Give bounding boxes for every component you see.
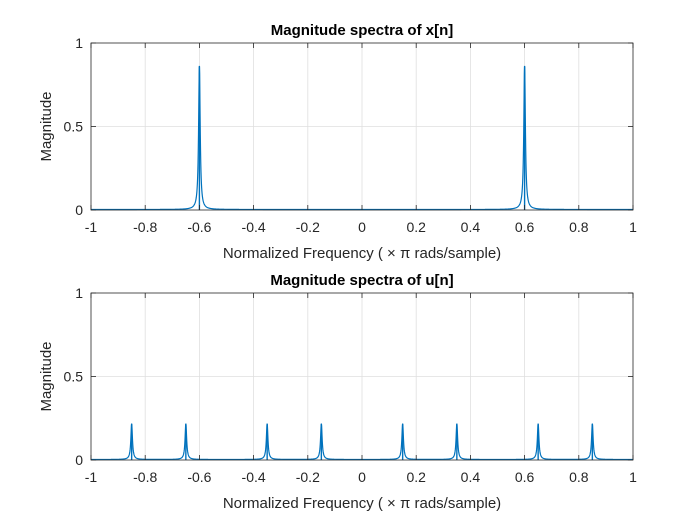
chart-title: Magnitude spectra of x[n] bbox=[271, 22, 454, 39]
y-axis-label: Magnitude bbox=[38, 341, 55, 411]
y-tick-label: 1 bbox=[75, 35, 83, 51]
chart-title: Magnitude spectra of u[n] bbox=[270, 272, 453, 289]
y-tick-label: 0.5 bbox=[64, 119, 84, 135]
x-tick-label: 0.6 bbox=[515, 219, 535, 235]
x-tick-label: 0 bbox=[358, 219, 366, 235]
x-tick-label: -0.4 bbox=[242, 219, 266, 235]
x-tick-label: -0.2 bbox=[296, 219, 320, 235]
x-tick-label: 0.2 bbox=[406, 219, 426, 235]
x-tick-label: 0 bbox=[358, 469, 366, 485]
panel-u-spectrum: -1 -0.8 -0.6 -0.4 -0.2 0 0.2 0.4 0.6 0.8 1 0 0.5 1 Mag… bbox=[38, 272, 637, 512]
x-axis-label: Normalized Frequency ( × π rads/sample) bbox=[223, 245, 501, 262]
x-tick-label: -0.2 bbox=[296, 469, 320, 485]
x-tick-label: 0.6 bbox=[515, 469, 535, 485]
y-tick-label: 1 bbox=[75, 285, 83, 301]
x-tick-label: 0.2 bbox=[406, 469, 426, 485]
panel-x-spectrum: -1 -0.8 -0.6 -0.4 -0.2 0 0.2 0.4 0.6 0.8 1 0 0.5 1 Mag… bbox=[38, 22, 637, 262]
y-tick-label: 0 bbox=[75, 202, 83, 218]
y-tick-label: 0.5 bbox=[64, 369, 84, 385]
x-tick-label: 1 bbox=[629, 469, 637, 485]
x-tick-label: -0.4 bbox=[242, 469, 266, 485]
x-tick-label: 0.8 bbox=[569, 219, 589, 235]
x-tick-label: -0.6 bbox=[187, 469, 211, 485]
x-axis-label: Normalized Frequency ( × π rads/sample) bbox=[223, 495, 501, 512]
x-tick-label: -0.8 bbox=[133, 469, 157, 485]
x-tick-label: 0.8 bbox=[569, 469, 589, 485]
y-axis-label: Magnitude bbox=[38, 91, 55, 161]
x-tick-label: -0.6 bbox=[187, 219, 211, 235]
y-tick-label: 0 bbox=[75, 452, 83, 468]
x-tick-label: -0.8 bbox=[133, 219, 157, 235]
x-tick-label: -1 bbox=[85, 219, 98, 235]
x-tick-label: 0.4 bbox=[461, 219, 481, 235]
x-tick-label: 1 bbox=[629, 219, 637, 235]
x-tick-label: -1 bbox=[85, 469, 98, 485]
x-tick-label: 0.4 bbox=[461, 469, 481, 485]
